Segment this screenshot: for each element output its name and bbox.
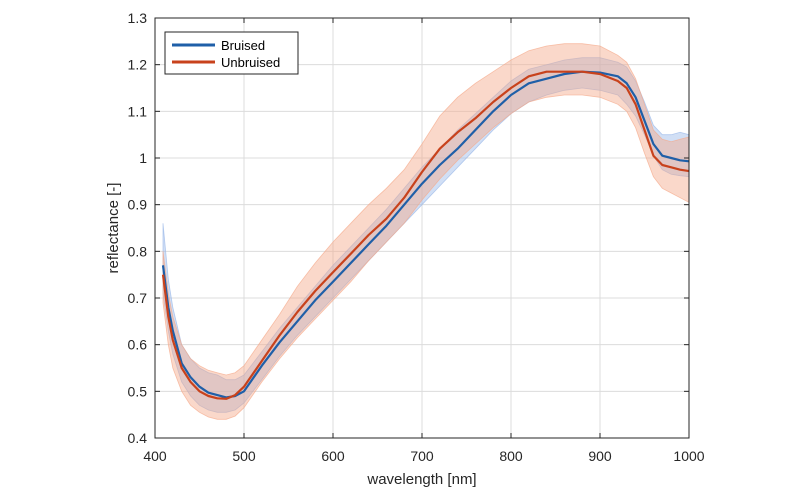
y-tick-label: 0.7 xyxy=(128,290,148,306)
x-tick-labels: 400 500 600 700 800 900 1000 xyxy=(143,448,704,464)
x-tick-label: 600 xyxy=(321,448,345,464)
series-line-bruised xyxy=(161,70,690,399)
y-axis-label: reflectance [-] xyxy=(105,183,122,274)
legend-label-bruised: Bruised xyxy=(221,38,265,53)
y-tick-label: 1 xyxy=(139,150,147,166)
y-tick-labels: 0.4 0.5 0.6 0.7 0.8 0.9 1 1.1 1.2 1.3 xyxy=(128,10,148,446)
series-line-unbruised xyxy=(161,70,690,400)
y-tick-label: 0.4 xyxy=(128,430,148,446)
x-tick-label: 500 xyxy=(232,448,256,464)
x-tick-label: 800 xyxy=(499,448,523,464)
y-tick-label: 0.9 xyxy=(128,197,148,213)
x-tick-label: 400 xyxy=(143,448,167,464)
legend: Bruised Unbruised xyxy=(164,31,299,75)
y-tick-label: 0.8 xyxy=(128,243,148,259)
y-tick-label: 1.3 xyxy=(128,10,148,26)
y-tick-label: 0.6 xyxy=(128,337,148,353)
legend-label-unbruised: Unbruised xyxy=(221,55,280,70)
axis-ticks xyxy=(154,17,690,439)
x-tick-label: 1000 xyxy=(673,448,704,464)
x-tick-label: 700 xyxy=(410,448,434,464)
x-axis-label: wavelength [nm] xyxy=(366,471,476,488)
legend-box xyxy=(164,31,299,75)
y-tick-label: 0.5 xyxy=(128,383,148,399)
y-tick-label: 1.1 xyxy=(128,103,148,119)
x-tick-label: 900 xyxy=(588,448,612,464)
y-tick-label: 1.2 xyxy=(128,57,148,73)
series-lines xyxy=(161,70,690,400)
